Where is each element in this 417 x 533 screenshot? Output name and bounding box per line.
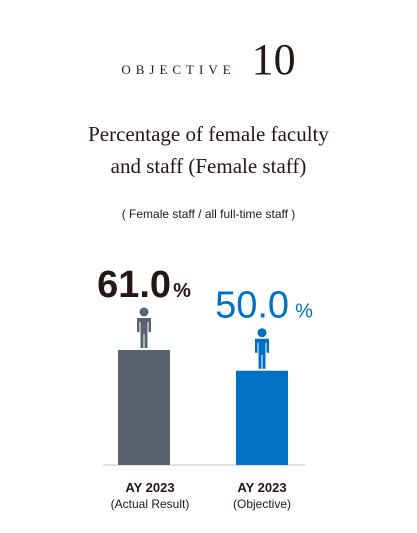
objective-number: 10 (251, 35, 296, 84)
category-label-actual: AY 2023 (Actual Result) (80, 479, 220, 513)
category-label-objective-line2: (Objective) (232, 497, 291, 511)
bar-actual (118, 350, 170, 465)
category-label-actual-line2: (Actual Result) (110, 497, 190, 511)
value-label-objective: 50.0% (215, 285, 313, 327)
chart-subtitle: ( Female staff / all full-time staff ) (121, 207, 296, 221)
objective-word: OBJECTIVE (121, 62, 236, 77)
value-label-actual: 61.0% (97, 264, 191, 306)
category-label-objective-line1: AY 2023 (237, 480, 287, 495)
person-icon (255, 328, 269, 369)
chart-title: Percentage of female faculty and staff (… (0, 118, 417, 182)
bar-objective (236, 370, 288, 465)
category-label-actual-line1: AY 2023 (125, 480, 175, 495)
objective-heading: OBJECTIVE 10 (0, 38, 417, 82)
person-icon (137, 307, 151, 348)
chart-title-line-2: and staff (Female staff) (110, 154, 307, 178)
category-label-objective: AY 2023 (Objective) (192, 479, 332, 513)
chart-title-line-1: Percentage of female faculty (88, 122, 329, 146)
